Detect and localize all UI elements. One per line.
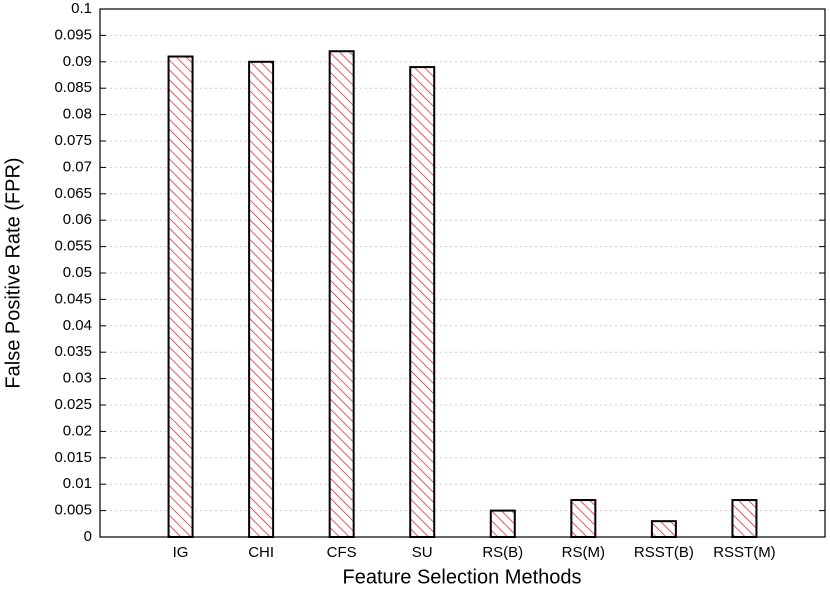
x-axis-label: Feature Selection Methods	[342, 566, 581, 588]
y-tick-label: 0.095	[54, 26, 92, 43]
y-tick-label: 0.035	[54, 343, 92, 360]
y-tick-label: 0.055	[54, 238, 92, 255]
y-tick-label: 0.025	[54, 396, 92, 413]
y-tick-label: 0.06	[63, 211, 92, 228]
bar	[570, 499, 597, 539]
y-tick-label: 0.05	[63, 264, 92, 281]
x-tick-label: RSST(M)	[713, 544, 776, 561]
x-tick-label: IG	[173, 544, 189, 561]
y-tick-label: 0.015	[54, 449, 92, 466]
y-tick-label: 0.09	[63, 53, 92, 70]
bar	[731, 499, 758, 539]
x-tick-label: CHI	[248, 544, 274, 561]
y-tick-label: 0.07	[63, 158, 92, 175]
grid	[100, 8, 825, 538]
x-tick-label: RS(M)	[562, 544, 605, 561]
x-tick-label: SU	[412, 544, 433, 561]
y-tick-label: 0.075	[54, 132, 92, 149]
x-tick-label: RS(B)	[482, 544, 523, 561]
bar	[650, 520, 677, 538]
y-tick-label: 0.045	[54, 290, 92, 307]
y-tick-label: 0.065	[54, 185, 92, 202]
bar	[248, 60, 275, 539]
bars	[167, 50, 758, 539]
x-tick-label: RSST(B)	[634, 544, 694, 561]
bar	[489, 509, 516, 539]
y-tick-label: 0.01	[63, 475, 92, 492]
bar	[167, 55, 194, 539]
x-tick-label: CFS	[327, 544, 357, 561]
y-tick-label: 0.03	[63, 370, 92, 387]
y-axis-label: False Positive Rate (FPR)	[2, 157, 24, 388]
y-tick-label: 0.085	[54, 79, 92, 96]
y-tick-label: 0.005	[54, 502, 92, 519]
y-tick-label: 0.08	[63, 106, 92, 123]
bar	[409, 66, 436, 539]
bar	[328, 50, 355, 539]
y-tick-label: 0.1	[71, 0, 92, 17]
y-tick-label: 0.02	[63, 422, 92, 439]
y-tick-label: 0	[84, 528, 92, 545]
y-tick-label: 0.04	[63, 317, 92, 334]
